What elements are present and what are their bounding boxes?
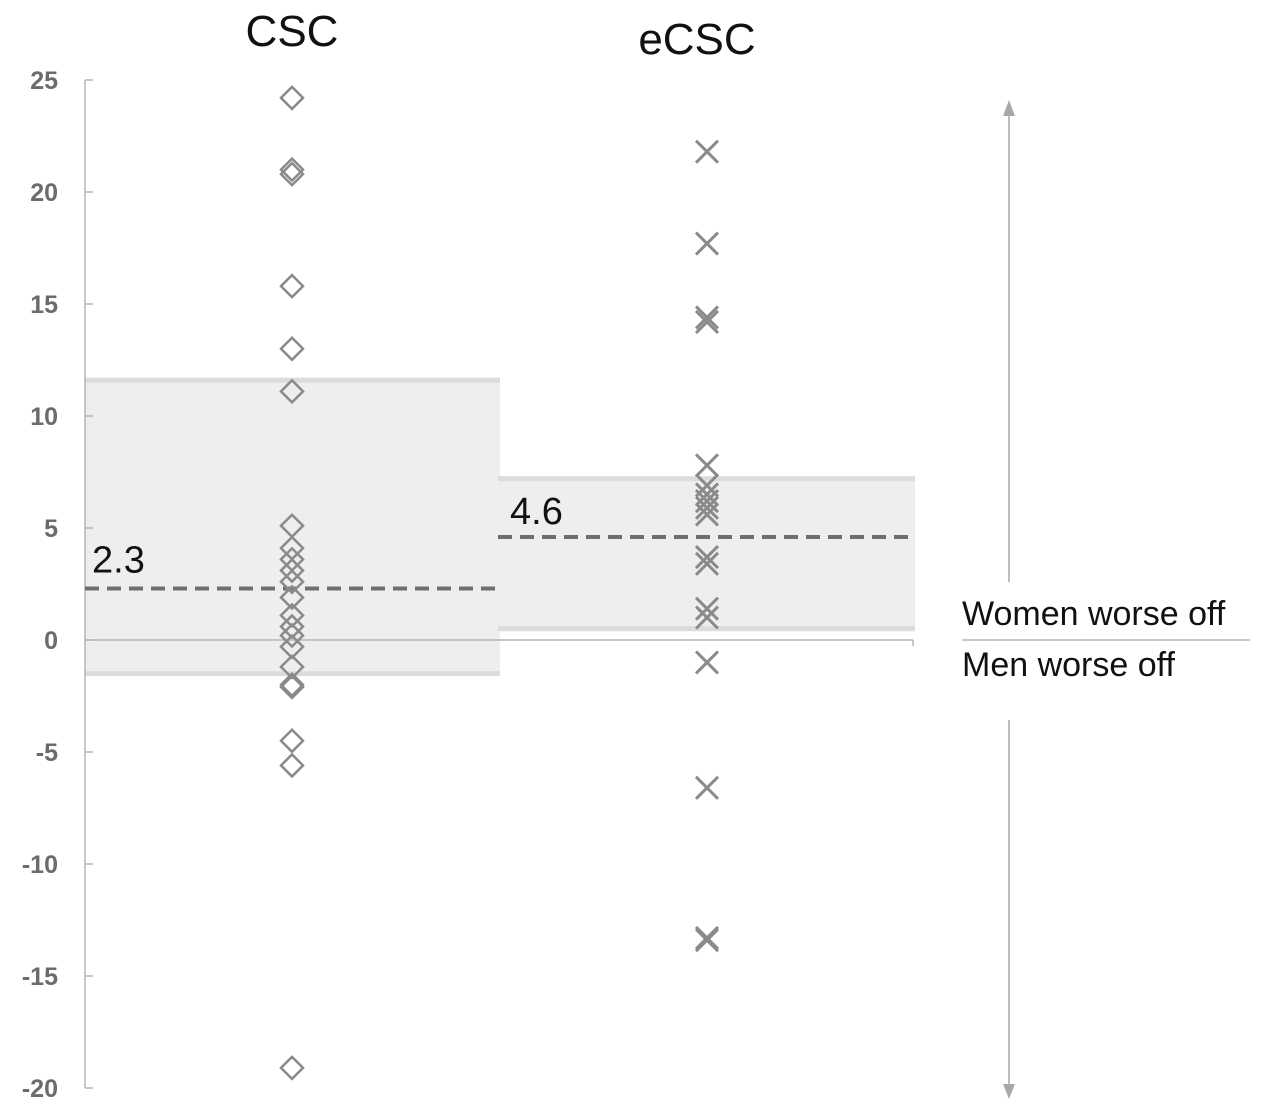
x-point (694, 309, 720, 334)
x-point (694, 775, 720, 800)
diamond-point (279, 378, 305, 405)
diamond-point (279, 752, 305, 779)
diamond-point (279, 161, 305, 187)
mean-label-ecsc: 4.6 (510, 491, 563, 533)
diamond-point (279, 85, 305, 111)
x-point-stroke (694, 502, 720, 527)
x-point-stroke (694, 139, 720, 164)
arrow-down-head-icon (1003, 1084, 1015, 1099)
diamond-point (279, 1055, 305, 1081)
x-point-stroke (694, 596, 720, 621)
group-title-ecsc: eCSC (638, 15, 755, 64)
diamond-point (279, 336, 305, 362)
x-point-stroke (694, 928, 720, 953)
diamond-point (279, 672, 305, 698)
diamond-point (279, 602, 305, 629)
x-point-stroke (694, 231, 720, 256)
x-point-stroke (694, 551, 720, 576)
group-title-csc: CSC (246, 7, 339, 56)
diamond-point (279, 584, 305, 611)
diamond-point (279, 568, 305, 595)
x-point-stroke (694, 775, 720, 800)
x-point (694, 231, 720, 256)
x-point (694, 305, 720, 330)
diamond-point (279, 633, 305, 660)
y-ticks: 25 20 15 10 5 0 -5 -10 -15 -20 (22, 67, 93, 1101)
mean-labels: 2.3 4.6 (92, 491, 563, 582)
x-point-stroke (694, 650, 720, 675)
y-tick-label: 5 (44, 515, 58, 543)
x-point-stroke (694, 925, 720, 950)
x-point (694, 453, 720, 478)
x-point (694, 605, 720, 630)
y-tick-label: 0 (44, 627, 58, 655)
diamond-point (279, 728, 305, 754)
diamond-point (279, 674, 305, 700)
group-titles: CSC eCSC (246, 7, 756, 64)
y-tick-label: 20 (30, 179, 58, 207)
mean-label-csc: 2.3 (92, 539, 145, 581)
men-worse-off-label: Men worse off (962, 646, 1175, 684)
y-tick-label: 15 (30, 291, 58, 319)
arrow-up-head-icon (1003, 100, 1015, 116)
x-point (694, 925, 720, 950)
y-tick-label: 10 (30, 403, 58, 431)
diamond-point (279, 654, 305, 680)
x-point-stroke (694, 305, 720, 330)
direction-annotation: Women worse off Men worse off (962, 100, 1250, 1099)
y-tick-label: -20 (22, 1075, 58, 1101)
x-point (694, 545, 720, 570)
x-point (694, 495, 720, 520)
x-point (694, 928, 720, 953)
women-worse-off-label: Women worse off (962, 595, 1226, 633)
diamond-point (279, 613, 305, 640)
x-point (694, 551, 720, 576)
diamond-point (279, 156, 305, 183)
x-point (694, 596, 720, 621)
diamond-point (279, 622, 305, 649)
diamond-point (279, 273, 305, 299)
x-point-stroke (694, 495, 720, 520)
x-point-stroke (694, 453, 720, 478)
y-tick-label: 25 (30, 67, 58, 95)
x-point (694, 650, 720, 675)
y-tick-label: -10 (22, 851, 58, 879)
data-points (279, 85, 720, 1081)
diamond-point (279, 557, 305, 584)
ci-band-0 (85, 380, 500, 674)
y-tick-label: -5 (36, 739, 58, 767)
x-point-stroke (694, 309, 720, 334)
axes (84, 80, 914, 1088)
x-point (694, 139, 720, 164)
y-tick-label: -15 (22, 963, 58, 991)
x-point-stroke (694, 545, 720, 570)
x-point (694, 502, 720, 527)
x-point-stroke (694, 605, 720, 630)
confidence-bands (85, 377, 915, 677)
